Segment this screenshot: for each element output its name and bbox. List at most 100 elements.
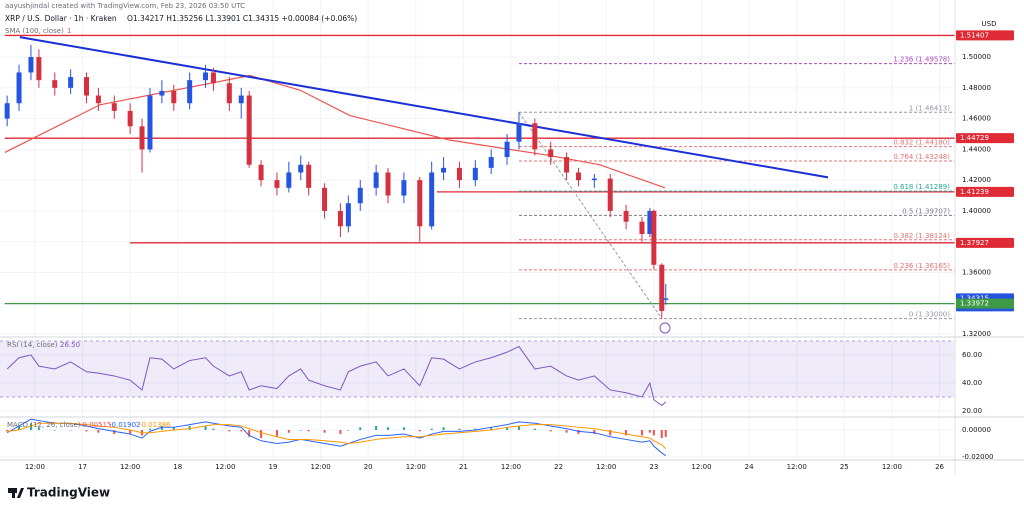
price-tag-label: 1.34315: [960, 294, 989, 302]
credit: aayushjindal created with TradingView.co…: [5, 2, 245, 10]
candle-body: [357, 187, 363, 204]
macd-histogram-bar: [625, 430, 628, 436]
rsi-value: 26.50: [60, 341, 80, 349]
macd-histogram-bar: [240, 430, 243, 432]
logo: TradingView: [8, 486, 110, 500]
candle-body: [639, 221, 645, 234]
y-tick-label: 60.00: [962, 351, 982, 359]
x-tick-label: 12:00: [501, 463, 521, 471]
plot-area: 1.236 (1.49578) 1 (1.46413) 0.832 (1.44180…: [0, 34, 955, 457]
fib-label: 0.382 (1.38124): [893, 232, 950, 240]
macd-histogram-bar: [129, 430, 132, 435]
candle-body: [210, 72, 216, 84]
macd-histogram-bar: [260, 430, 263, 439]
candle-body: [258, 164, 264, 181]
candle-body: [238, 95, 244, 104]
candle-body: [286, 172, 292, 188]
fib-label: 1 (1.46413): [909, 104, 950, 112]
price-tag-label: 1.41239: [960, 188, 989, 196]
y-tick-label: 1.48000: [962, 84, 991, 92]
x-tick-label: 12:00: [215, 463, 235, 471]
candle-body: [111, 103, 117, 111]
x-tick-label: 25: [840, 463, 849, 471]
x-tick-label: 12:00: [596, 463, 616, 471]
event-icon[interactable]: [659, 322, 671, 334]
y-tick-label: 1.42000: [962, 176, 991, 184]
candle-body: [623, 210, 629, 222]
macd-histogram-bar: [148, 428, 151, 431]
candle-body: [647, 210, 653, 234]
candle-body: [504, 141, 510, 158]
sma-label: SMA (100, close): [5, 27, 64, 35]
x-tick-label: 12:00: [120, 463, 140, 471]
macd-histogram-bar: [29, 423, 32, 431]
candle-body: [373, 172, 379, 188]
rsi-line: [6, 345, 667, 406]
macd-histogram-bar: [418, 430, 421, 432]
x-tick-label: 21: [459, 463, 468, 471]
fib-anchor-line: [518, 111, 663, 319]
x-tick-label: 17: [78, 463, 87, 471]
x-tick-label: 18: [173, 463, 182, 471]
candle-body: [322, 187, 328, 211]
candle-body: [306, 164, 312, 188]
rsi-band: [0, 340, 955, 397]
candle-body: [127, 110, 133, 127]
candle-body: [564, 157, 570, 173]
candle-body: [488, 157, 494, 168]
x-tick-label: 12:00: [406, 463, 426, 471]
macd-hist-value: -0.00515: [80, 421, 111, 429]
x-tick-label: 12:00: [882, 463, 902, 471]
candle-body: [4, 103, 10, 119]
macd-histogram-bar: [533, 428, 536, 431]
macd-histogram-bar: [442, 427, 445, 431]
candle-body: [171, 90, 177, 104]
candle-body: [663, 298, 669, 300]
candle-body: [575, 172, 581, 181]
macd-histogram-bar: [204, 425, 207, 431]
currency: USD: [982, 20, 997, 28]
price-tag: [956, 237, 1014, 248]
macd-histogram-bar: [85, 430, 88, 432]
candle-body: [68, 77, 74, 88]
y-tick-label: 0.00000: [962, 426, 991, 434]
y-tick-label: 1.36000: [962, 268, 991, 276]
fib-label: 0.236 (1.36165): [893, 262, 950, 270]
macd-histogram-bar: [18, 425, 21, 431]
macd-histogram-bar: [248, 430, 251, 437]
candle-body: [441, 167, 447, 173]
macd-histogram-bar: [549, 430, 552, 432]
candle-body: [139, 126, 145, 150]
candle-body: [28, 57, 34, 73]
macd-histogram-bar: [640, 430, 643, 436]
macd-histogram-bar: [648, 430, 651, 433]
logo-text: TradingView: [27, 486, 110, 500]
macd-line-value: -0.01902: [109, 421, 140, 429]
macd-histogram-bar: [299, 430, 302, 431]
macd-histogram-bar: [37, 427, 40, 431]
candle-body: [548, 149, 554, 158]
y-tick-label: 20.00: [962, 407, 982, 415]
logo-mark: [12, 488, 15, 498]
macd-histogram-bar: [517, 425, 520, 431]
candle-body: [532, 123, 538, 150]
price-tag: [956, 298, 1014, 309]
candle-body: [36, 57, 42, 81]
price-tag-label: 1.44729: [960, 134, 989, 142]
candle-body: [337, 210, 343, 227]
candle-body: [187, 80, 193, 104]
candle-body: [83, 77, 89, 96]
fib-label: 1.236 (1.49578): [893, 56, 950, 64]
macd-histogram-bar: [402, 427, 405, 431]
x-tick-label: 19: [269, 463, 278, 471]
macd-histogram-bar: [6, 430, 9, 432]
candle-body: [95, 95, 101, 104]
candle-body: [52, 80, 58, 88]
candle-body: [401, 180, 407, 196]
macd-histogram-bar: [506, 427, 509, 431]
y-tick-label: 40.00: [962, 379, 982, 387]
macd-histogram-bar: [609, 430, 612, 436]
candle-body: [147, 95, 153, 150]
